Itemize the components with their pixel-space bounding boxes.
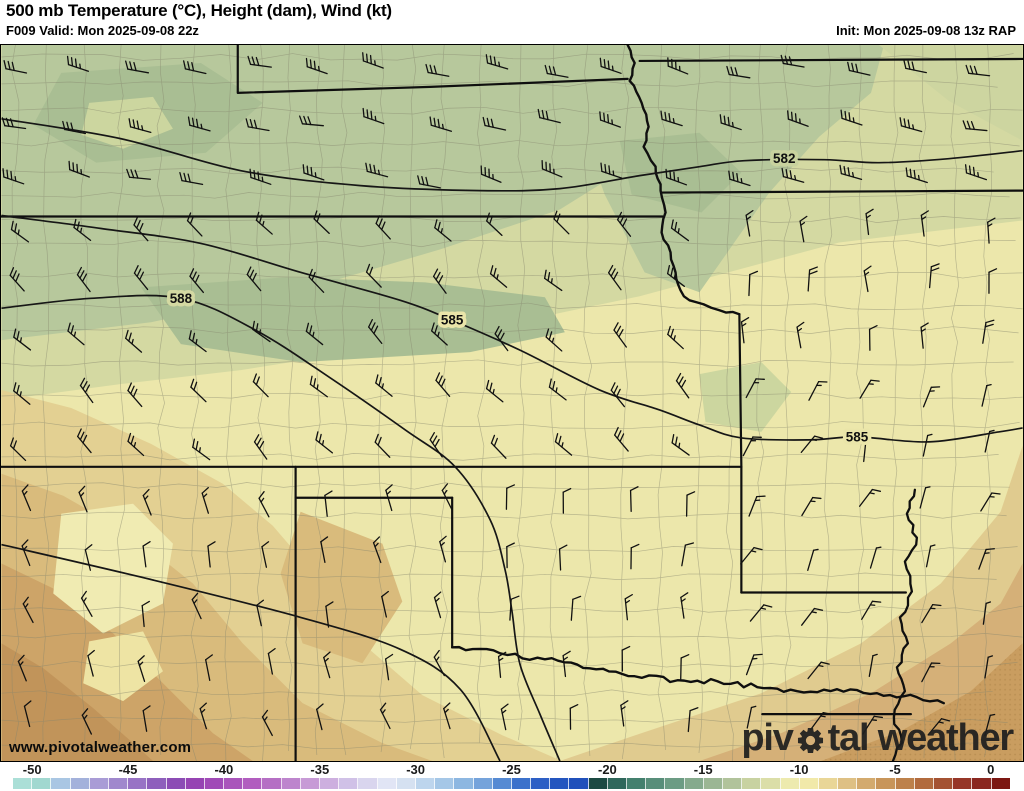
- colorbar-segment: [780, 778, 800, 789]
- temperature-colorbar: -50 -45 -40 -35 -30 -25 -20 -15 -10 -5 0: [0, 762, 1024, 791]
- colorbar-segments: [13, 778, 1010, 789]
- colorbar-segment: [761, 778, 781, 789]
- gear-icon: [797, 727, 823, 753]
- colorbar-segment: [934, 778, 954, 789]
- site-url-link[interactable]: www.pivotalweather.com: [9, 739, 192, 756]
- map-canvas: 582 588 585 585: [1, 45, 1023, 761]
- map-header: 500 mb Temperature (°C), Height (dam), W…: [0, 0, 1024, 44]
- colorbar-segment: [742, 778, 762, 789]
- colorbar-segment: [722, 778, 743, 789]
- colorbar-segment: [876, 778, 896, 789]
- colorbar-segment: [128, 778, 148, 789]
- colorbar-segment: [435, 778, 455, 789]
- colorbar-segment: [607, 778, 627, 789]
- colorbar-segment: [32, 778, 52, 789]
- watermark-text-right: tal weather: [827, 717, 1015, 759]
- colorbar-segment: [646, 778, 666, 789]
- colorbar-segment: [300, 778, 320, 789]
- colorbar-segment: [358, 778, 378, 789]
- temperature-fill-regions: [1, 45, 1023, 761]
- colorbar-segment: [224, 778, 244, 789]
- colorbar-segment: [799, 778, 819, 789]
- colorbar-tick: -35: [310, 762, 330, 777]
- colorbar-segment: [396, 778, 416, 789]
- colorbar-segment: [665, 778, 685, 789]
- contour-label-588: 588: [170, 291, 193, 306]
- colorbar-tick: -45: [118, 762, 138, 777]
- colorbar-segment: [339, 778, 359, 789]
- colorbar-segment: [569, 778, 589, 789]
- height-contour-labels: 582 588 585 585: [166, 148, 872, 448]
- colorbar-segment: [70, 778, 90, 789]
- colorbar-segment: [204, 778, 225, 789]
- colorbar-segment: [703, 778, 723, 789]
- colorbar-segment: [838, 778, 858, 789]
- colorbar-tick: -30: [406, 762, 425, 777]
- contour-label-585: 585: [846, 429, 869, 444]
- colorbar-segment: [531, 778, 551, 789]
- colorbar-segment: [511, 778, 532, 789]
- state-boundary-lines: [1, 45, 1023, 761]
- colorbar-segment: [51, 778, 71, 789]
- colorbar-segment: [89, 778, 109, 789]
- colorbar-segment: [473, 778, 493, 789]
- colorbar-segment: [492, 778, 512, 789]
- weather-map: 582 588 585 585 www.pivotalweather.com piv …: [0, 44, 1024, 762]
- colorbar-segment: [320, 778, 340, 789]
- wind-barbs: [1, 52, 1001, 737]
- height-contour-lines: [1, 117, 1023, 761]
- colorbar-tick: 0: [987, 762, 995, 777]
- colorbar-segment: [684, 778, 704, 789]
- colorbar-segment: [243, 778, 263, 789]
- colorbar-segment: [627, 778, 647, 789]
- colorbar-segment: [185, 778, 205, 789]
- colorbar-segment: [550, 778, 570, 789]
- colorbar-segment: [991, 778, 1010, 789]
- watermark-text-left: piv: [741, 717, 794, 759]
- colorbar-tick: -40: [214, 762, 234, 777]
- contour-label-585: 585: [441, 313, 464, 328]
- colorbar-tick: -20: [597, 762, 617, 777]
- colorbar-segment: [281, 778, 301, 789]
- pivotal-weather-watermark: piv tal weather: [741, 717, 1015, 759]
- colorbar-segment: [108, 778, 129, 789]
- colorbar-segment: [415, 778, 436, 789]
- init-time-label: Init: Mon 2025-09-08 13z RAP: [836, 23, 1016, 38]
- county-boundary-lines: [1, 45, 1023, 761]
- colorbar-segment: [166, 778, 186, 789]
- colorbar-tick: -10: [789, 762, 809, 777]
- colorbar-segment: [972, 778, 992, 789]
- colorbar-segment: [262, 778, 282, 789]
- valid-time-label: F009 Valid: Mon 2025-09-08 22z: [6, 23, 199, 38]
- colorbar-tick: -25: [502, 762, 521, 777]
- map-title: 500 mb Temperature (°C), Height (dam), W…: [6, 1, 392, 20]
- colorbar-segment: [147, 778, 167, 789]
- colorbar-segment: [953, 778, 973, 789]
- colorbar-segment: [13, 778, 33, 789]
- colorbar-segment: [377, 778, 397, 789]
- colorbar-segment: [454, 778, 474, 789]
- colorbar-segment: [588, 778, 608, 789]
- colorbar-segment: [914, 778, 934, 789]
- colorbar-tick: -5: [889, 762, 901, 777]
- colorbar-tick: -50: [22, 762, 42, 777]
- map-subheader: F009 Valid: Mon 2025-09-08 22z Init: Mon…: [6, 23, 1016, 38]
- colorbar-tick: -15: [693, 762, 713, 777]
- colorbar-segment: [895, 778, 915, 789]
- colorbar-segment: [818, 778, 839, 789]
- contour-label-582: 582: [773, 151, 795, 166]
- colorbar-segment: [857, 778, 877, 789]
